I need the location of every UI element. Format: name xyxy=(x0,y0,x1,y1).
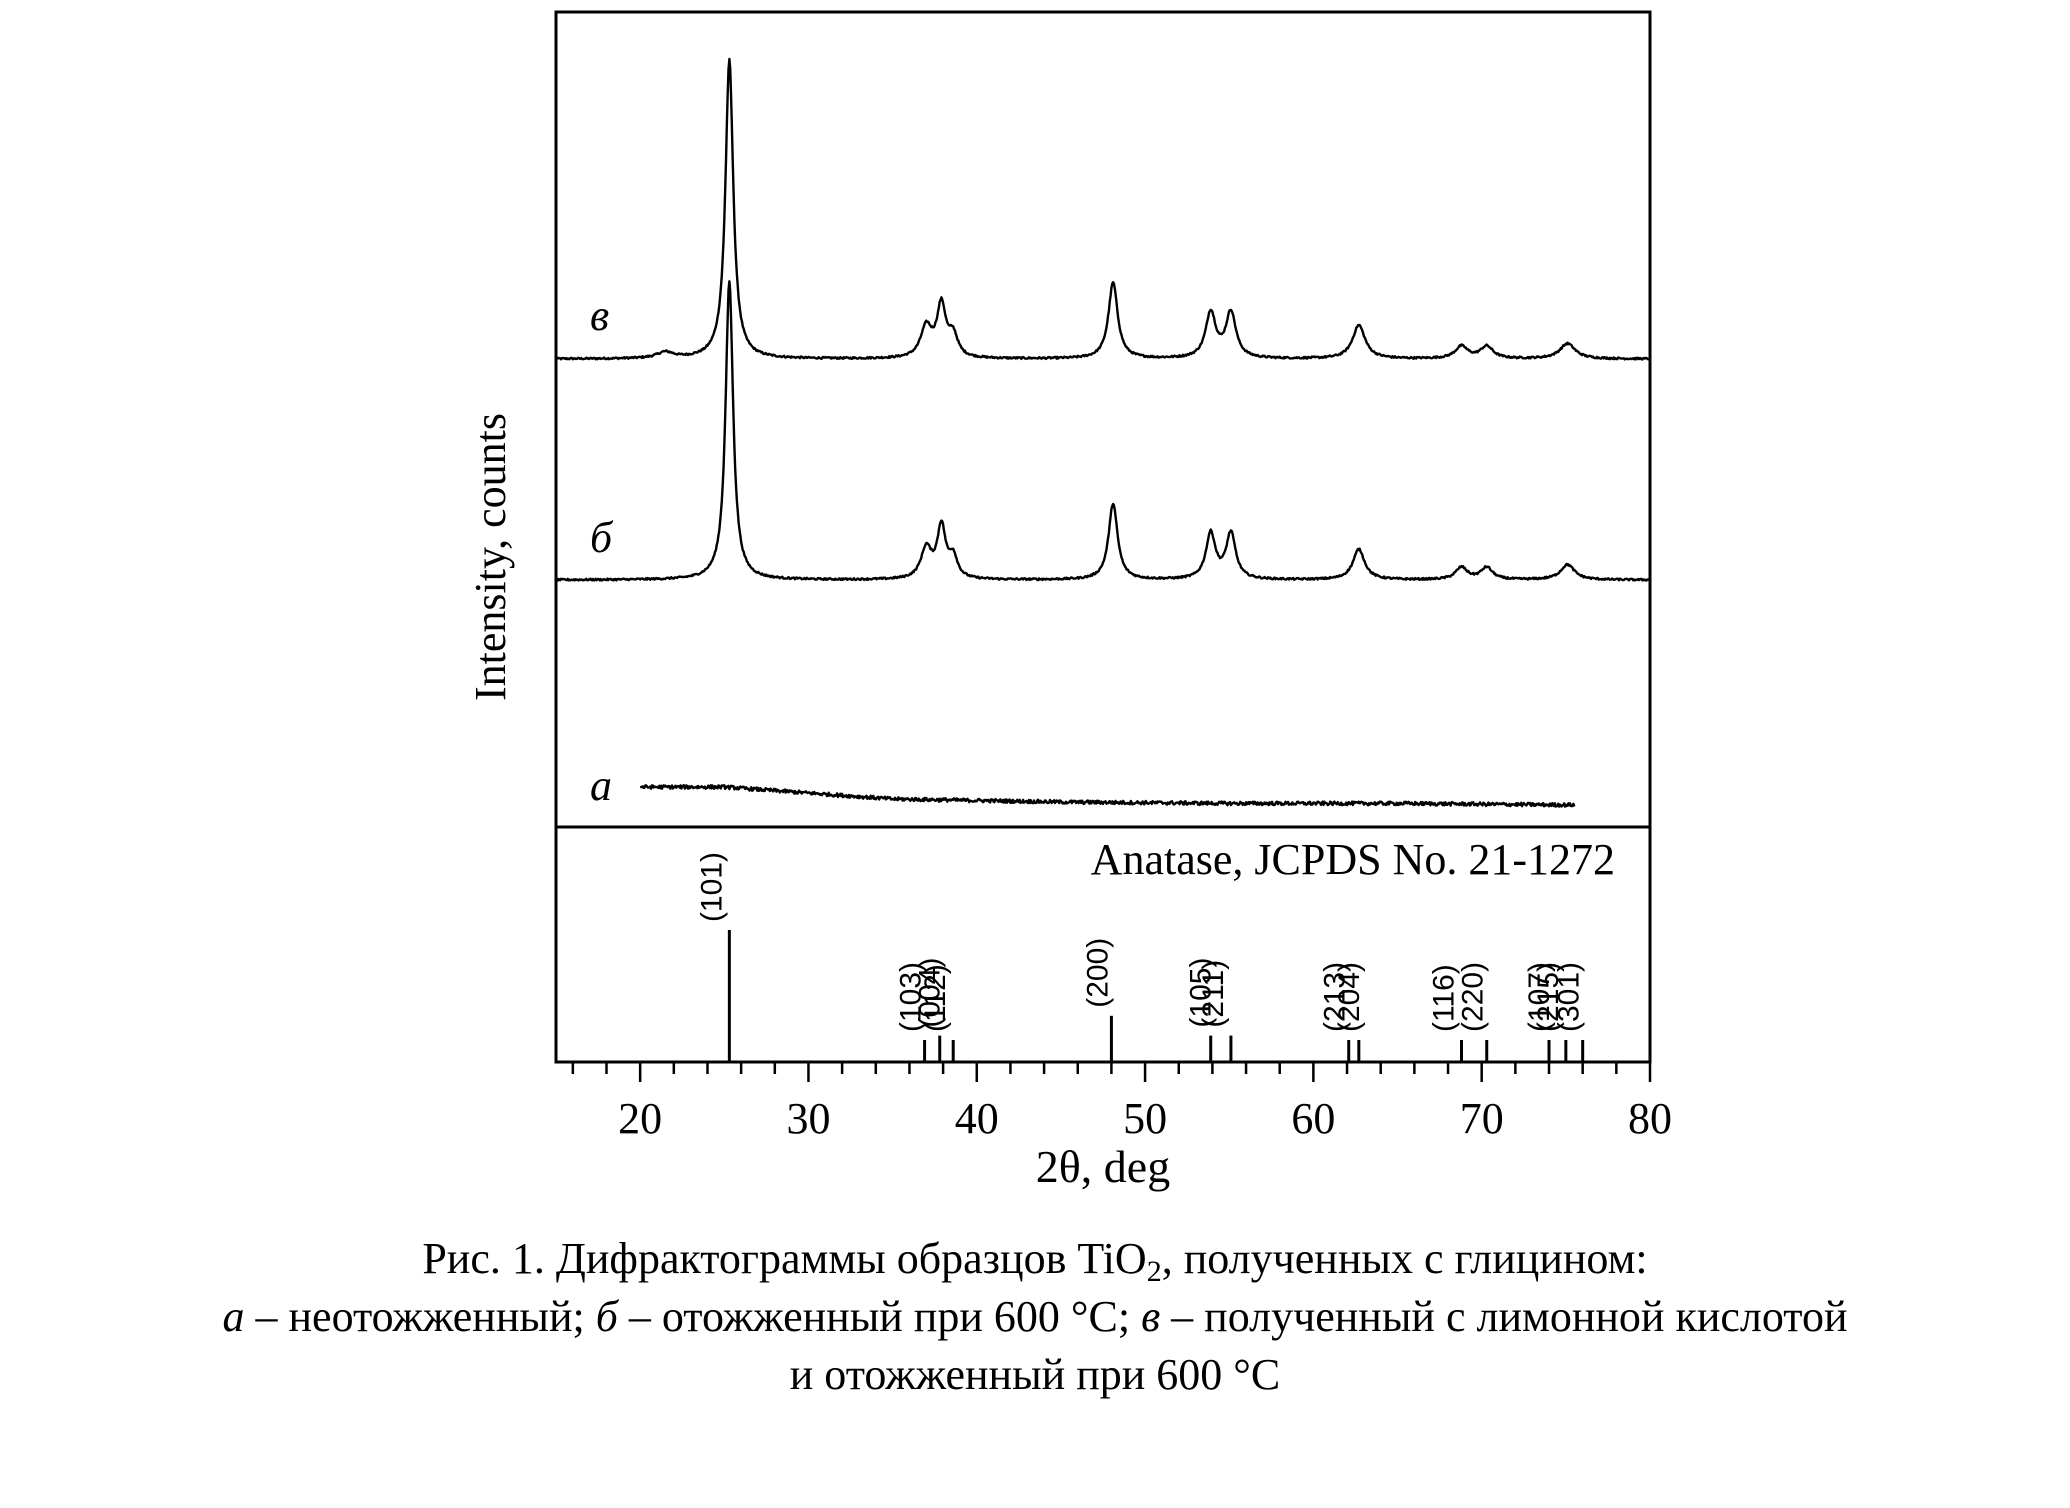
caption-label-a: а xyxy=(222,1292,245,1341)
reference-title: Anatase, JCPDS No. 21-1272 xyxy=(1091,835,1615,884)
series-label-2: б xyxy=(590,513,614,562)
series-label-3: a xyxy=(590,761,612,810)
reference-hkl-label-112: (112) xyxy=(919,964,952,1032)
reference-hkl-label-105: (105) xyxy=(1185,958,1218,1028)
reference-hkl-label-103: (103) xyxy=(895,962,928,1032)
reference-hkl-label-204: (204) xyxy=(1333,962,1366,1032)
x-tick-label: 70 xyxy=(1460,1094,1504,1143)
x-tick-label: 50 xyxy=(1123,1094,1167,1143)
x-tick-label: 30 xyxy=(786,1094,830,1143)
x-tick-label: 60 xyxy=(1291,1094,1335,1143)
caption-line-2: а – неотожженный; б – отожженный при 600… xyxy=(0,1288,2070,1346)
x-tick-label: 80 xyxy=(1628,1094,1672,1143)
reference-hkl-label-200: (200) xyxy=(1081,938,1114,1008)
caption-line-1: Рис. 1. Дифрактограммы образцов TiO2, по… xyxy=(0,1230,2070,1288)
reference-hkl-label-116: (116) xyxy=(1428,964,1461,1032)
figure-caption: Рис. 1. Дифрактограммы образцов TiO2, по… xyxy=(0,1230,2070,1404)
reference-hkl-label-107: (107) xyxy=(1523,962,1556,1032)
x-axis-label: 2θ, deg xyxy=(1036,1141,1170,1192)
reference-hkl-label-213: (213) xyxy=(1319,962,1352,1032)
x-axis-ticks xyxy=(571,1062,1652,1082)
xrd-figure: (101) (103)(004)(112) (200) (105)(211) (213)… xyxy=(466,10,1672,1192)
caption-line-3: и отожженный при 600 °C xyxy=(789,1350,1281,1399)
caption-label-b: б xyxy=(595,1292,618,1341)
caption-label-v: в xyxy=(1141,1292,1161,1341)
series-label-1: в xyxy=(590,291,609,340)
trace-series-3 xyxy=(639,784,1576,808)
caption-text-b: – отожженный при 600 °C; xyxy=(617,1292,1142,1341)
caption-text-v: – полученный с лимонной кислотой xyxy=(1160,1292,1848,1341)
caption-subscript: 2 xyxy=(1146,1255,1162,1288)
pattern-traces xyxy=(555,57,1652,808)
caption-line-1-end: , полученных с глицином: xyxy=(1161,1234,1648,1283)
x-axis-tick-labels: 20 30 40 50 60 70 80 xyxy=(618,1094,1672,1143)
caption-line-1-start: Рис. 1. Дифрактограммы образцов TiO xyxy=(422,1234,1147,1283)
x-tick-label: 20 xyxy=(618,1094,662,1143)
y-axis-label: Intensity, counts xyxy=(466,413,515,701)
plot-frame-top xyxy=(554,10,1652,829)
caption-text-a: – неотожженный; xyxy=(244,1292,596,1341)
reference-lines xyxy=(727,930,1585,1062)
reference-hkl-label-101: (101) xyxy=(695,852,728,922)
reference-hkl-label-211: (211) xyxy=(1197,960,1230,1028)
plot-frame-bottom xyxy=(554,825,1652,1064)
reference-hkl-label-220: (220) xyxy=(1457,962,1490,1032)
reference-hkl-label-004: (004) xyxy=(914,958,947,1028)
series-labels: в б a xyxy=(590,291,614,810)
reference-hkl-label-301: (301) xyxy=(1553,962,1586,1032)
trace-series-2 xyxy=(555,280,1651,582)
trace-series-1 xyxy=(555,57,1652,361)
x-tick-label: 40 xyxy=(955,1094,999,1143)
reference-hkl-labels: (101) (103)(004)(112) (200) (105)(211) (213)… xyxy=(695,852,1585,1032)
reference-hkl-label-215: (215) xyxy=(1532,962,1565,1032)
